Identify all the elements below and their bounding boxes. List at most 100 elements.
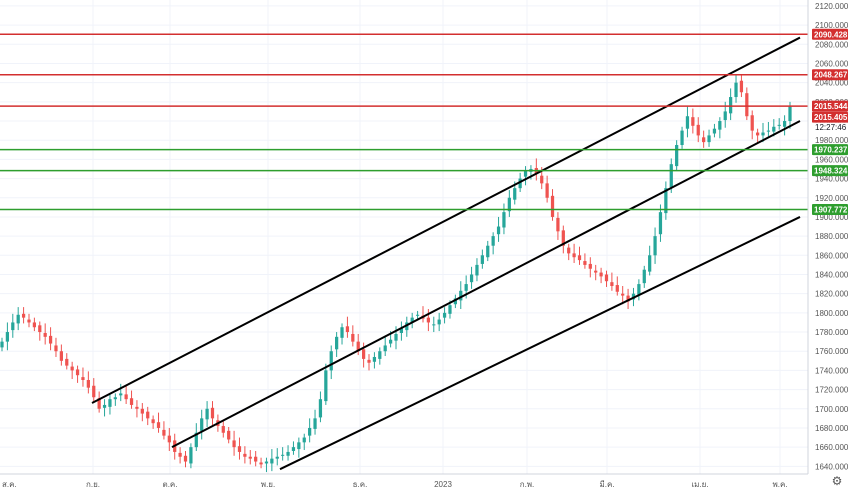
candle-body <box>237 446 242 452</box>
candle-body <box>426 317 431 323</box>
candle-body <box>16 314 20 324</box>
support-price-tag <box>812 165 848 177</box>
candle-body <box>437 319 441 325</box>
candle-body <box>200 418 204 431</box>
time-axis[interactable]: ก.ย. ต.ค. พ.ย. ธ.ค. 2023 ก.พ. มี.ค. เม.ย. พ.ค. ส.… <box>0 473 808 489</box>
price-tick-label: 1900.000 <box>815 213 849 222</box>
candle-body <box>507 197 511 212</box>
time-tick-label: พ.ย. <box>261 480 275 489</box>
candle-body <box>577 255 582 261</box>
candle-body <box>232 440 236 448</box>
candle-body <box>739 80 744 93</box>
trend-channel-upper[interactable] <box>91 36 801 404</box>
candle-body <box>140 408 144 414</box>
candle-body <box>696 124 700 136</box>
candle-body <box>48 335 53 344</box>
candle-body <box>102 404 107 408</box>
candle-body <box>394 333 398 341</box>
candle-body <box>254 456 258 462</box>
grid-layer <box>0 0 808 474</box>
candle-body <box>615 285 619 292</box>
candle-body <box>772 126 776 132</box>
price-tick-label: 1980.000 <box>815 136 849 145</box>
candle-body <box>486 245 490 258</box>
candle-body <box>189 447 193 464</box>
candle-body <box>745 93 749 117</box>
candle-body <box>464 284 468 291</box>
time-tick-label: เม.ย. <box>691 480 708 489</box>
candle-body <box>502 212 506 228</box>
candle-body <box>162 429 166 436</box>
candle-body <box>496 226 501 235</box>
candle-body <box>491 236 495 246</box>
candle-body <box>243 453 247 457</box>
candle-body <box>777 124 781 126</box>
candle-body <box>556 217 560 232</box>
candle-body <box>788 106 792 122</box>
candle-body <box>11 322 15 331</box>
trend-channel-middle[interactable] <box>171 120 801 449</box>
candle-body <box>356 341 360 352</box>
candle-body <box>550 195 555 217</box>
candle-body <box>442 312 447 318</box>
trend-channel-lower[interactable] <box>279 216 801 471</box>
candle-body <box>59 351 63 361</box>
candle-body <box>648 255 652 272</box>
candle-body <box>221 426 225 433</box>
candle-body <box>669 164 673 188</box>
candle-body <box>259 462 263 465</box>
candle-body <box>378 351 382 359</box>
price-tick-label: 1740.000 <box>815 366 849 375</box>
candle-body <box>38 325 42 333</box>
price-tick-label: 1940.000 <box>815 175 849 184</box>
price-tick-label: 2100.000 <box>815 21 849 30</box>
candle-body <box>70 366 74 371</box>
candle-body <box>335 336 339 350</box>
candle-body <box>0 341 4 348</box>
candle-body <box>459 290 463 301</box>
candle-body <box>194 432 198 448</box>
price-tick-label: 1680.000 <box>815 424 849 433</box>
candle-body <box>129 398 134 405</box>
candle-body <box>81 377 85 380</box>
support-price-tag-label: 1948.324 <box>814 167 848 176</box>
candle-body <box>119 393 123 396</box>
price-tick-label: 1660.000 <box>815 443 849 452</box>
price-tick-label: 1640.000 <box>815 462 849 471</box>
gear-icon[interactable]: ⚙ <box>831 474 843 488</box>
candle-body <box>691 117 695 126</box>
support-price-tag-label: 1907.772 <box>814 205 848 214</box>
candle-body <box>135 406 139 409</box>
candle-body <box>761 132 765 136</box>
price-tick-label: 1700.000 <box>815 405 849 414</box>
candle-body <box>86 380 90 388</box>
candle-body <box>723 111 727 121</box>
price-tick-label: 2120.000 <box>815 2 849 11</box>
time-tick-label: ต.ค. <box>163 480 178 489</box>
price-tick-label: 2080.000 <box>815 40 849 49</box>
candle-body <box>270 458 274 464</box>
candle-body <box>453 298 457 305</box>
candle-body <box>448 305 452 314</box>
time-tick-label: ธ.ค. <box>353 480 368 489</box>
candle-body <box>599 272 603 277</box>
candle-body <box>637 284 641 295</box>
candle-body <box>750 115 754 131</box>
candle-body <box>712 128 717 134</box>
candle-body <box>151 419 155 424</box>
last-price-tag <box>812 111 848 123</box>
candle-body <box>664 188 668 214</box>
candle-body <box>755 132 760 136</box>
price-tick-label: 1840.000 <box>815 270 849 279</box>
candle-body <box>75 369 80 376</box>
candle-body <box>65 358 69 366</box>
candle-body <box>675 145 679 167</box>
candle-body <box>734 82 738 98</box>
candle-body <box>540 175 544 184</box>
candle-body <box>702 137 706 143</box>
price-axis[interactable]: 2120.000 2100.000 2080.000 2060.000 2040.000… <box>807 0 849 474</box>
price-tick-label: 1780.000 <box>815 328 849 337</box>
candle-body <box>372 356 377 362</box>
